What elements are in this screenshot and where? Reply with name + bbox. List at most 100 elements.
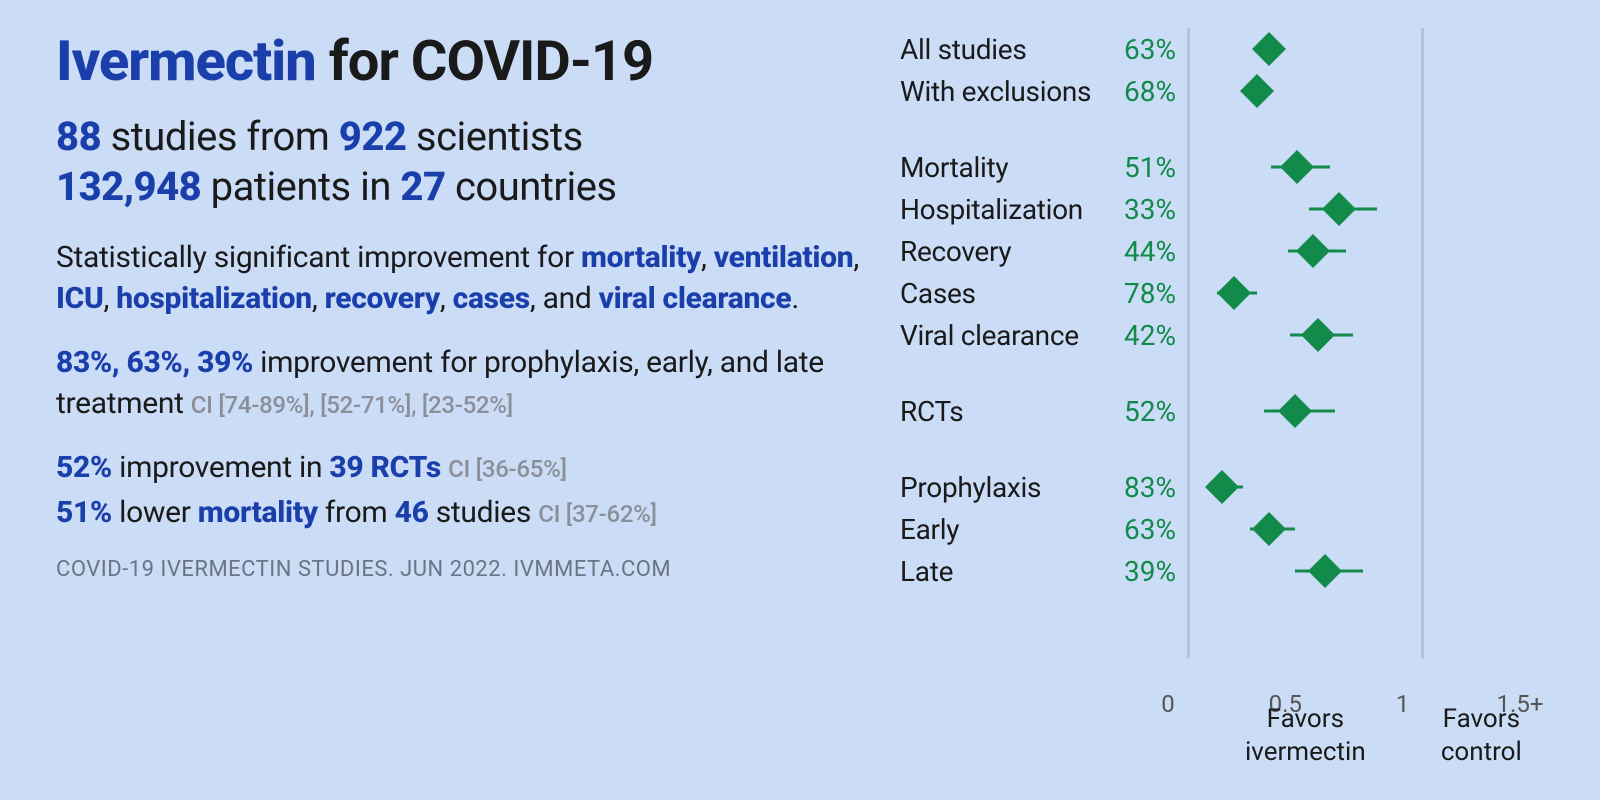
forest-row: Hospitalization33%	[900, 188, 1540, 230]
axis-tick: 0.5	[1269, 690, 1302, 718]
subtitle-line-2: 132,948 patients in 27 countries	[56, 162, 880, 212]
forest-row-plot	[1182, 390, 1540, 432]
forest-row-plot	[1182, 272, 1540, 314]
title-rest: for COVID-19	[316, 28, 653, 94]
forest-row-plot	[1182, 314, 1540, 356]
p1-kw7: viral clearance	[599, 281, 792, 316]
title-drug: Ivermectin	[56, 28, 316, 94]
p3b-kw: mortality	[198, 495, 318, 530]
forest-row-plot	[1182, 28, 1540, 70]
p3b-pct: 51%	[56, 495, 112, 530]
forest-row-plot	[1182, 508, 1540, 550]
forest-row-label: Recovery	[900, 235, 1110, 268]
point-estimate-diamond-icon	[1205, 470, 1239, 504]
subtitle-line-1: 88 studies from 922 scientists	[56, 112, 880, 162]
forest-row: Early63%	[900, 508, 1540, 550]
p1-kw2: ventilation	[714, 240, 854, 275]
forest-row: Cases78%	[900, 272, 1540, 314]
forest-row-plot	[1182, 70, 1540, 112]
p3a-rcts: 39 RCTs	[329, 450, 441, 485]
forest-row-pct: 63%	[1110, 513, 1182, 546]
axis-tick: 0	[1161, 690, 1175, 718]
point-estimate-diamond-icon	[1296, 234, 1330, 268]
p1-kw1: mortality	[581, 240, 701, 275]
group-gap	[900, 112, 1540, 146]
forest-row-label: Viral clearance	[900, 319, 1110, 352]
point-estimate-diamond-icon	[1240, 74, 1274, 108]
forest-row-pct: 52%	[1110, 395, 1182, 428]
forest-row: All studies63%	[900, 28, 1540, 70]
forest-row: Mortality51%	[900, 146, 1540, 188]
forest-row-label: Hospitalization	[900, 193, 1110, 226]
forest-row-label: Early	[900, 513, 1110, 546]
paragraph-rcts: 52% improvement in 39 RCTs CI [36-65%]	[56, 448, 880, 489]
page-title: Ivermectin for COVID-19	[56, 28, 880, 94]
point-estimate-diamond-icon	[1308, 554, 1342, 588]
p3b-ci: CI [37-62%]	[538, 500, 657, 528]
countries-text: countries	[446, 163, 617, 210]
forest-row-label: Prophylaxis	[900, 471, 1110, 504]
paragraph-timing: 83%, 63%, 39% improvement for prophylaxi…	[56, 343, 880, 424]
forest-row: Late39%	[900, 550, 1540, 592]
axis-tick: 1.5+	[1497, 690, 1544, 718]
scientists-count: 922	[339, 113, 407, 160]
left-panel: Ivermectin for COVID-19 88 studies from …	[0, 0, 900, 800]
forest-row-label: RCTs	[900, 395, 1110, 428]
studies-count: 88	[56, 113, 101, 160]
forest-row-pct: 78%	[1110, 277, 1182, 310]
forest-row: With exclusions68%	[900, 70, 1540, 112]
forest-row: RCTs52%	[900, 390, 1540, 432]
forest-row-label: Mortality	[900, 151, 1110, 184]
p3a-ci: CI [36-65%]	[448, 455, 567, 483]
forest-row-plot	[1182, 550, 1540, 592]
point-estimate-diamond-icon	[1280, 150, 1314, 184]
p2-ci: CI [74-89%], [52-71%], [23-52%]	[191, 391, 513, 419]
favors-label: Favorsivermectin	[1217, 703, 1393, 768]
forest-row-label: With exclusions	[900, 75, 1110, 108]
favors-label: Favorscontrol	[1393, 703, 1569, 768]
forest-row-pct: 44%	[1110, 235, 1182, 268]
patients-text: patients in	[201, 163, 400, 210]
forest-row-pct: 33%	[1110, 193, 1182, 226]
point-estimate-diamond-icon	[1322, 192, 1356, 226]
forest-row: Prophylaxis83%	[900, 466, 1540, 508]
point-estimate-diamond-icon	[1278, 394, 1312, 428]
group-gap	[900, 432, 1540, 466]
point-estimate-diamond-icon	[1217, 276, 1251, 310]
countries-count: 27	[400, 163, 445, 210]
p3a-pct: 52%	[56, 450, 112, 485]
forest-row-label: All studies	[900, 33, 1110, 66]
forest-row-label: Cases	[900, 277, 1110, 310]
scientists-text: scientists	[407, 113, 583, 160]
p1-kw6: cases	[453, 281, 530, 316]
right-panel: All studies63%With exclusions68%Mortalit…	[900, 0, 1600, 800]
p1-kw4: hospitalization	[116, 281, 312, 316]
p2-pcts: 83%, 63%, 39%	[56, 345, 253, 380]
patients-count: 132,948	[56, 163, 201, 210]
forest-row-pct: 63%	[1110, 33, 1182, 66]
paragraph-mortality: 51% lower mortality from 46 studies CI […	[56, 493, 880, 534]
forest-row-pct: 51%	[1110, 151, 1182, 184]
forest-row-plot	[1182, 188, 1540, 230]
paragraph-outcomes: Statistically significant improvement fo…	[56, 238, 880, 319]
forest-row: Viral clearance42%	[900, 314, 1540, 356]
point-estimate-diamond-icon	[1301, 318, 1335, 352]
forest-row: Recovery44%	[900, 230, 1540, 272]
forest-plot: All studies63%With exclusions68%Mortalit…	[900, 28, 1540, 768]
forest-row-pct: 83%	[1110, 471, 1182, 504]
p3b-n: 46	[395, 495, 429, 530]
point-estimate-diamond-icon	[1252, 32, 1286, 66]
forest-row-plot	[1182, 230, 1540, 272]
forest-row-plot	[1182, 146, 1540, 188]
forest-row-label: Late	[900, 555, 1110, 588]
studies-text: studies from	[101, 113, 339, 160]
p1-kw3: ICU	[56, 281, 104, 316]
p1-lead: Statistically significant improvement fo…	[56, 240, 581, 275]
forest-row-pct: 39%	[1110, 555, 1182, 588]
group-gap	[900, 356, 1540, 390]
forest-row-plot	[1182, 466, 1540, 508]
forest-row-pct: 68%	[1110, 75, 1182, 108]
axis-tick: 1	[1396, 690, 1410, 718]
p1-kw5: recovery	[325, 281, 440, 316]
point-estimate-diamond-icon	[1252, 512, 1286, 546]
